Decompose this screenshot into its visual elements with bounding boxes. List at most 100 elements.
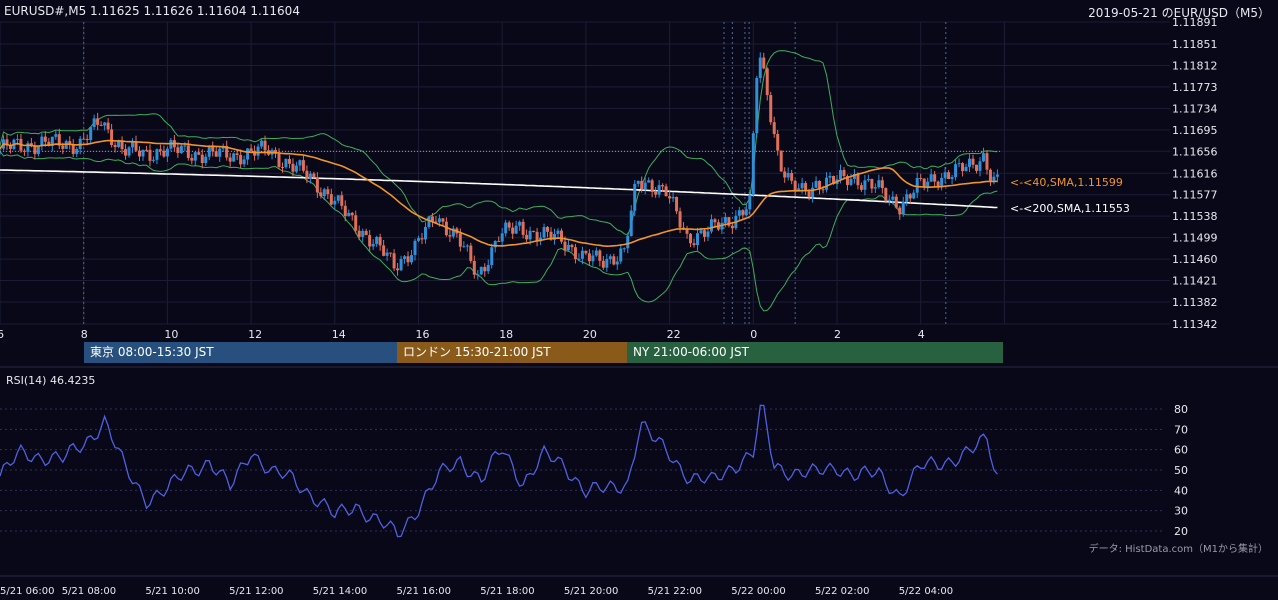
candle-body xyxy=(605,259,609,268)
candle-body xyxy=(40,136,44,147)
candle-body xyxy=(176,147,180,154)
candle-body xyxy=(971,158,975,165)
candle-body xyxy=(898,207,902,215)
candle-body xyxy=(720,222,724,230)
candle-body xyxy=(71,144,75,154)
candle-body xyxy=(301,160,305,171)
hour-tick-label: 20 xyxy=(583,328,597,341)
candle-body xyxy=(981,153,985,162)
candle-body xyxy=(950,177,954,179)
price-tick-label: 1.11656 xyxy=(1172,145,1218,158)
candle-body xyxy=(870,179,874,189)
candle-body xyxy=(479,266,483,275)
candle-body xyxy=(696,233,699,246)
candle-body xyxy=(305,170,309,179)
date-tick-label: 5/21 18:00 xyxy=(480,586,534,597)
candle-body xyxy=(197,152,201,155)
candle-body xyxy=(549,231,553,240)
candle-body xyxy=(392,253,396,269)
price-tick-label: 1.11695 xyxy=(1172,124,1218,137)
candle-body xyxy=(326,189,330,195)
candle-body xyxy=(179,145,183,154)
hour-tick-label: 18 xyxy=(499,328,513,341)
candle-body xyxy=(797,188,801,191)
candle-body xyxy=(106,122,110,130)
candle-body xyxy=(671,196,675,199)
candle-body xyxy=(36,146,40,155)
candle-body xyxy=(511,227,515,234)
candle-body xyxy=(490,247,494,265)
rsi-axis: 80 70 60 50 40 30 20 xyxy=(1174,403,1188,538)
candle-body xyxy=(992,176,996,182)
candle-body xyxy=(280,166,284,168)
candle-body xyxy=(713,219,717,223)
candle-body xyxy=(465,245,469,247)
sma200-label: <-<200,SMA,1.11553 xyxy=(1010,202,1130,215)
candle-body xyxy=(591,255,595,262)
candle-body xyxy=(528,230,532,240)
candle-body xyxy=(542,227,546,238)
candle-body xyxy=(43,136,47,142)
candle-body xyxy=(89,127,93,141)
candle-body xyxy=(260,140,264,147)
candle-body xyxy=(566,244,570,251)
candle-body xyxy=(894,196,898,208)
candle-body xyxy=(699,230,703,234)
candle-body xyxy=(277,153,281,167)
candle-body xyxy=(532,230,536,232)
candle-body xyxy=(246,148,250,160)
candle-body xyxy=(947,172,951,179)
candle-body xyxy=(852,173,856,179)
date-tick-label: 5/21 14:00 xyxy=(313,586,367,597)
rsi-grid xyxy=(0,366,1278,577)
rsi-title: RSI(14) 46.4235 xyxy=(6,374,96,387)
candle-body xyxy=(650,180,654,192)
candle-body xyxy=(957,163,961,165)
candle-body xyxy=(584,250,588,254)
candle-body xyxy=(375,236,379,244)
candle-body xyxy=(96,118,100,125)
candle-body xyxy=(333,200,337,205)
data-source-note: データ: HistData.com（M1から集計） xyxy=(1088,544,1268,555)
candle-body xyxy=(336,195,340,201)
hour-tick-label: 8 xyxy=(81,328,88,341)
date-tick-label: 5/21 22:00 xyxy=(648,586,702,597)
candle-body xyxy=(629,210,633,236)
candle-body xyxy=(570,244,574,248)
candle-body xyxy=(940,177,944,188)
candle-body xyxy=(563,241,567,251)
candle-body xyxy=(256,146,260,156)
candle-body xyxy=(340,195,344,206)
hour-tick-label: 6 xyxy=(0,328,4,341)
bollinger-lower xyxy=(0,151,998,312)
symbol-info: EURUSD#,M5 1.11625 1.11626 1.11604 1.116… xyxy=(4,4,300,18)
candle-body xyxy=(863,180,867,190)
candle-body xyxy=(127,147,131,156)
candle-body xyxy=(441,218,445,222)
candle-body xyxy=(908,194,912,199)
candle-body xyxy=(518,221,522,226)
candle-body xyxy=(968,158,972,167)
price-tick-label: 1.11577 xyxy=(1172,189,1218,202)
candle-body xyxy=(978,161,982,171)
candle-body xyxy=(769,95,773,123)
candle-body xyxy=(615,261,619,265)
candle-body xyxy=(469,245,473,261)
hour-tick-label: 4 xyxy=(918,328,925,341)
candle-body xyxy=(486,264,490,272)
price-tick-label: 1.11421 xyxy=(1172,275,1218,288)
price-tick-label: 1.11499 xyxy=(1172,232,1218,245)
candle-body xyxy=(284,158,288,168)
candle-body xyxy=(389,252,393,254)
candle-body xyxy=(730,225,734,229)
candle-body xyxy=(546,227,550,232)
candle-body xyxy=(8,145,12,149)
candle-body xyxy=(845,176,849,185)
candle-body xyxy=(382,245,386,256)
price-tick-label: 1.11382 xyxy=(1172,296,1218,309)
candle-body xyxy=(832,175,836,185)
candle-body xyxy=(218,148,222,157)
candle-body xyxy=(15,138,19,140)
candle-body xyxy=(521,221,525,235)
candle-body xyxy=(685,229,689,234)
